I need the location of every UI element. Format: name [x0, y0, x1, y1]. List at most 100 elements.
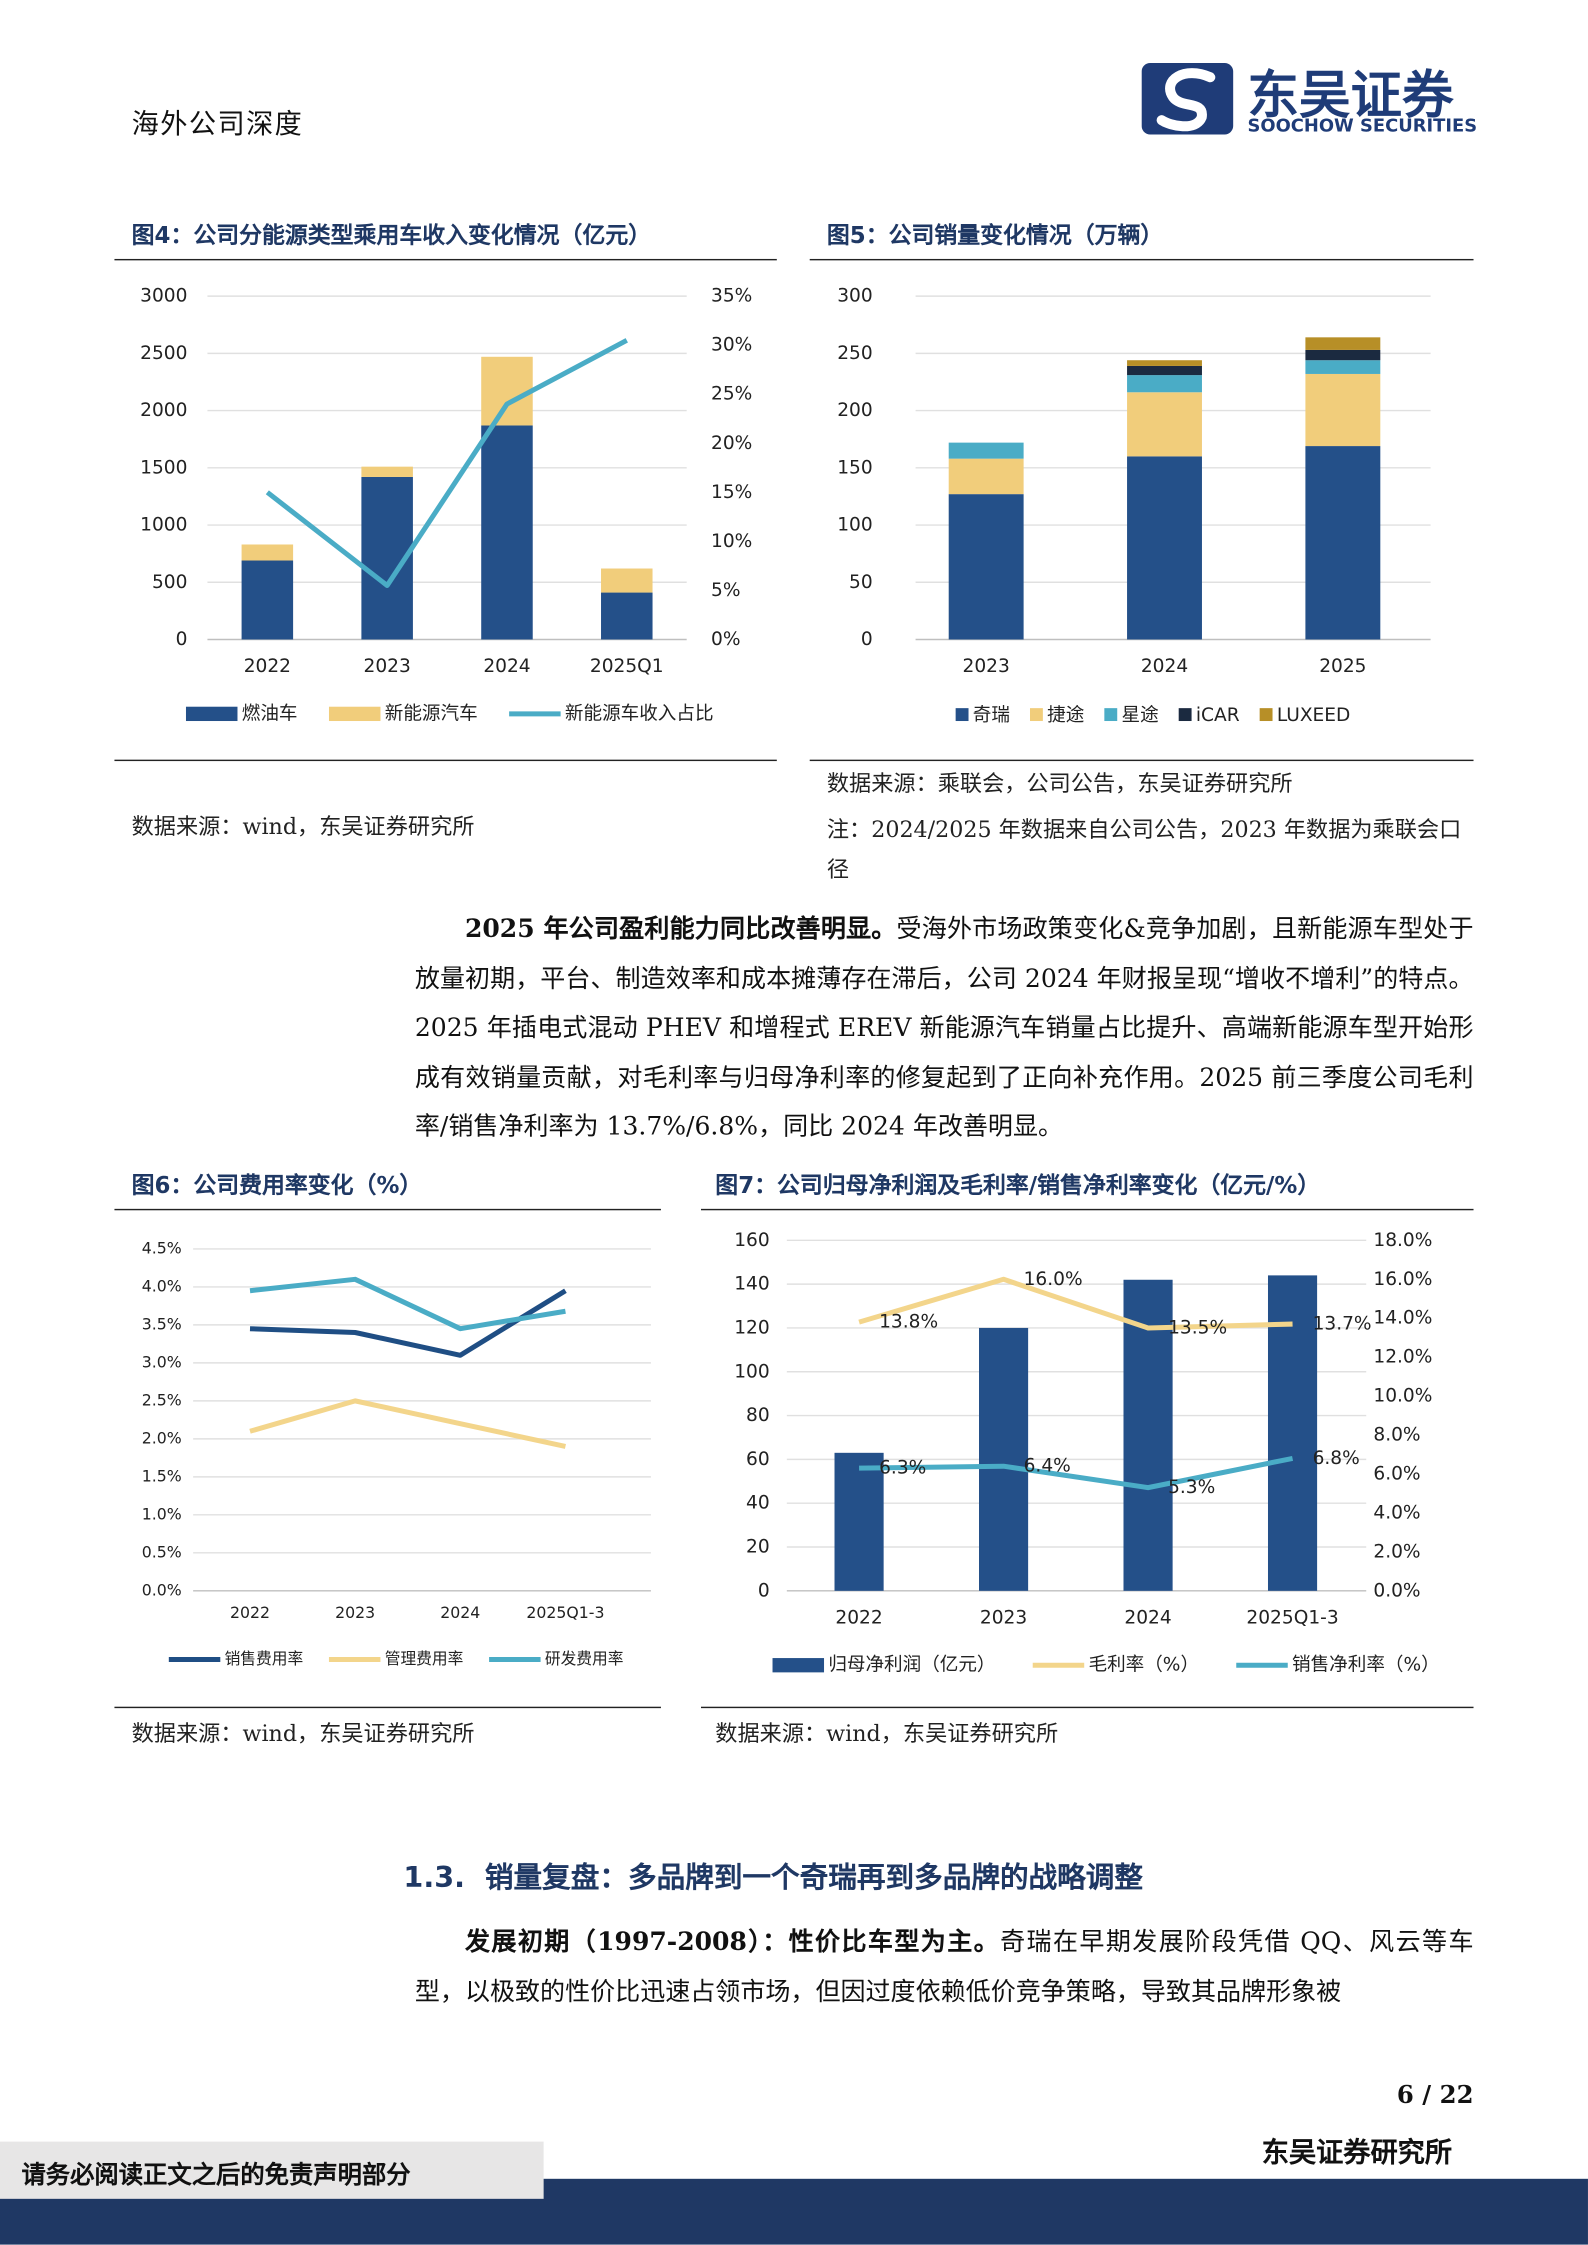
y-tick-label: 1000 [140, 515, 187, 536]
y-tick-label: 2500 [140, 343, 187, 364]
rule [809, 759, 1474, 762]
line-series [249, 1288, 567, 1358]
page-number: 6 / 22 [1396, 2081, 1474, 2111]
data-label: 6.8% [1313, 1448, 1360, 1469]
y-tick-label: 0 [176, 629, 188, 650]
rule [114, 258, 777, 261]
legend-swatch [1029, 708, 1043, 722]
y-tick-label: 0.5% [142, 1542, 182, 1561]
figure-caption: 图6：公司费用率变化（%） [131, 1171, 423, 1199]
line-series [249, 1398, 566, 1449]
data-label: 13.8% [879, 1312, 938, 1333]
bar [1305, 337, 1381, 350]
paragraph-text: 奇瑞在早期发展阶段凭借 QQ、风云等车型，以极致的性价比迅速占领市场，但因过度依… [414, 1928, 1474, 2007]
bar [1127, 456, 1202, 640]
rule [700, 1706, 1474, 1709]
paragraph: 发展初期（1997-2008）：性价比车型为主。奇瑞在早期发展阶段凭借 QQ、风… [415, 1918, 1474, 2017]
legend-swatch [1178, 708, 1192, 722]
bar [834, 1452, 884, 1591]
bar [979, 1327, 1029, 1591]
y2-tick-label: 18.0% [1373, 1230, 1432, 1251]
rule [700, 1208, 1474, 1211]
legend-label: iCAR [1196, 705, 1240, 726]
y-tick-label: 2000 [140, 400, 187, 421]
rule [114, 1208, 661, 1211]
header-title: 海外公司深度 [131, 108, 304, 141]
x-tick-label: 2023 [963, 656, 1010, 677]
figure-caption: 图5：公司销量变化情况（万辆） [826, 221, 1164, 249]
y-tick-label: 100 [837, 515, 872, 536]
y2-tick-label: 0.0% [1373, 1580, 1420, 1601]
y2-tick-label: 6.0% [1373, 1463, 1420, 1484]
y2-tick-label: 2.0% [1373, 1541, 1420, 1562]
figure-caption: 图4：公司分能源类型乘用车收入变化情况（亿元） [131, 221, 652, 249]
data-label: 5.3% [1168, 1477, 1215, 1498]
x-tick-label: 2023 [335, 1603, 375, 1622]
rule [114, 1706, 661, 1709]
y2-tick-label: 4.0% [1373, 1502, 1420, 1523]
rule [809, 258, 1474, 261]
legend-label: 毛利率（%） [1089, 1655, 1200, 1676]
x-tick-label: 2023 [364, 656, 411, 677]
y-tick-label: 4.0% [142, 1276, 182, 1295]
y2-tick-label: 0% [711, 629, 740, 650]
x-tick-label: 2025 [1319, 656, 1366, 677]
y2-tick-label: 35% [711, 286, 752, 307]
legend-label: 销售净利率（%） [1292, 1655, 1440, 1676]
legend-swatch [1259, 708, 1273, 722]
bar [1123, 1279, 1173, 1591]
x-tick-label: 2024 [1124, 1608, 1171, 1629]
bar [1305, 360, 1381, 374]
y2-tick-label: 25% [711, 384, 752, 405]
y-tick-label: 0 [758, 1580, 770, 1601]
logo-mark [1141, 62, 1234, 135]
legend-swatch [772, 1658, 825, 1673]
figure-source: 数据来源：wind，东吴证券研究所 [131, 1721, 475, 1747]
section-title: 销量复盘：多品牌到一个奇瑞再到多品牌的战略调整 [484, 1859, 1144, 1895]
y-tick-label: 100 [734, 1361, 769, 1382]
y-tick-label: 250 [837, 343, 872, 364]
bar [361, 466, 413, 477]
bar [481, 356, 533, 426]
y2-tick-label: 14.0% [1373, 1308, 1432, 1329]
legend-swatch [328, 706, 381, 722]
y-tick-label: 0 [861, 629, 873, 650]
y-tick-label: 4.5% [142, 1238, 182, 1257]
bar [1305, 446, 1381, 640]
y-tick-label: 0.0% [142, 1580, 182, 1599]
figure-source: 数据来源：乘联会，公司公告，东吴证券研究所 [826, 771, 1293, 797]
y2-tick-label: 16.0% [1373, 1269, 1432, 1290]
legend-label: 研发费用率 [545, 1649, 624, 1668]
paragraph-lead: 2025 年公司盈利能力同比改善明显。 [464, 915, 897, 945]
data-label: 13.5% [1168, 1317, 1227, 1338]
bar [241, 544, 294, 561]
disclaimer-box [0, 2141, 544, 2199]
legend-label: 捷途 [1047, 705, 1084, 726]
bar [1127, 392, 1202, 457]
logo-subtext: SOOCHOW SECURITIES [1247, 114, 1478, 136]
bar [1127, 375, 1202, 393]
y2-tick-label: 8.0% [1373, 1425, 1420, 1446]
bar [481, 425, 533, 640]
data-label: 13.7% [1313, 1314, 1372, 1335]
figure-source: 数据来源：wind，东吴证券研究所 [131, 814, 475, 840]
y-tick-label: 500 [152, 572, 187, 593]
y2-tick-label: 10% [711, 531, 752, 552]
y2-tick-label: 10.0% [1373, 1386, 1432, 1407]
legend-label: LUXEED [1277, 705, 1351, 726]
x-tick-label: 2022 [244, 656, 291, 677]
y-tick-label: 200 [837, 400, 872, 421]
line-series [859, 1455, 1294, 1491]
y-tick-label: 3000 [140, 286, 187, 307]
line-series [858, 1276, 1293, 1331]
y2-tick-label: 15% [711, 482, 752, 503]
y-tick-label: 140 [734, 1274, 769, 1295]
legend-label: 销售费用率 [225, 1649, 304, 1668]
y-tick-label: 150 [837, 457, 872, 478]
bar [948, 442, 1024, 459]
footer-org: 东吴证券研究所 [1261, 2137, 1453, 2169]
legend-label: 新能源汽车 [385, 703, 478, 724]
y-tick-label: 1.5% [142, 1466, 182, 1485]
